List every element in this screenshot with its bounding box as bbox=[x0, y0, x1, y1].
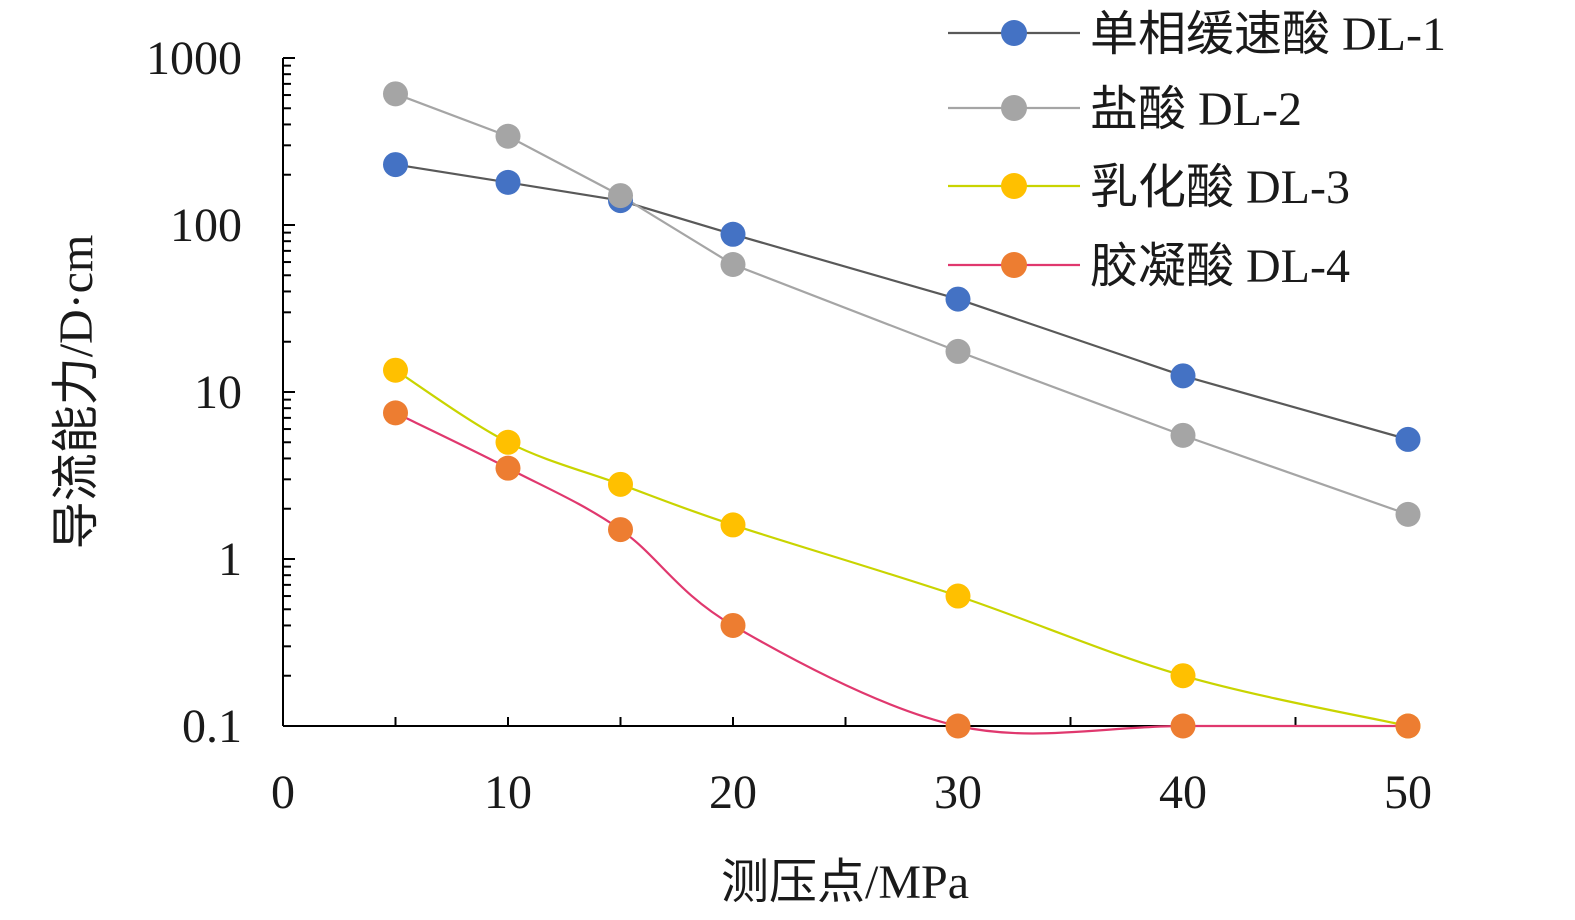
data-point-series-3 bbox=[945, 583, 971, 609]
data-point-series-2 bbox=[1170, 422, 1196, 448]
data-point-series-1 bbox=[1170, 363, 1196, 389]
y-tick-label: 100 bbox=[170, 199, 242, 252]
data-point-series-3 bbox=[608, 471, 633, 497]
x-tick-label: 10 bbox=[484, 766, 532, 819]
legend-label-3: 乳化酸 DL-3 bbox=[1090, 161, 1350, 214]
data-point-series-1 bbox=[1395, 426, 1421, 452]
data-point-series-3 bbox=[720, 512, 746, 538]
legend-marker-1 bbox=[1001, 20, 1027, 46]
y-minor-ticks bbox=[283, 57, 295, 727]
data-point-series-1 bbox=[720, 221, 746, 247]
data-point-series-2 bbox=[945, 338, 971, 364]
data-point-series-3 bbox=[495, 429, 521, 455]
series-line-2 bbox=[395, 92, 1409, 516]
x-tick-label: 30 bbox=[934, 766, 982, 819]
x-tick-label: 40 bbox=[1159, 766, 1207, 819]
y-tick-label: 0.1 bbox=[182, 700, 242, 753]
legend-marker-4 bbox=[1001, 252, 1027, 278]
legend-marker-2 bbox=[1001, 95, 1027, 121]
data-point-series-1 bbox=[945, 286, 971, 312]
legend-label-4: 胶凝酸 DL-4 bbox=[1090, 240, 1350, 293]
legend-marker-3 bbox=[1001, 173, 1027, 199]
data-point-series-4 bbox=[383, 400, 408, 426]
data-point-series-3 bbox=[383, 357, 408, 383]
series-points bbox=[383, 81, 1421, 739]
legend: 单相缓速酸 DL-1 盐酸 DL-2 乳化酸 DL-3 胶凝酸 DL-4 bbox=[948, 8, 1446, 293]
data-point-series-4 bbox=[945, 713, 971, 739]
data-point-series-4 bbox=[495, 455, 521, 481]
x-tick-label: 20 bbox=[709, 766, 757, 819]
x-tick-label: 50 bbox=[1384, 766, 1432, 819]
data-point-series-2 bbox=[1395, 501, 1421, 527]
data-point-series-2 bbox=[608, 183, 633, 209]
y-tick-labels: 0.1 1 10 100 1000 bbox=[146, 32, 242, 753]
data-point-series-1 bbox=[495, 169, 521, 195]
data-point-series-1 bbox=[383, 152, 408, 178]
data-point-series-4 bbox=[720, 612, 746, 638]
y-tick-label: 10 bbox=[194, 366, 242, 419]
x-tick-labels: 0 10 20 30 40 50 bbox=[271, 766, 1432, 819]
data-point-series-4 bbox=[608, 517, 633, 543]
data-point-series-4 bbox=[1170, 713, 1196, 739]
legend-label-1: 单相缓速酸 DL-1 bbox=[1090, 8, 1446, 61]
y-tick-label: 1 bbox=[218, 533, 242, 586]
data-point-series-2 bbox=[495, 123, 521, 149]
data-point-series-2 bbox=[383, 81, 408, 107]
data-point-series-3 bbox=[1170, 663, 1196, 689]
x-tick-label: 0 bbox=[271, 766, 295, 819]
series-line-3 bbox=[394, 369, 1409, 728]
data-point-series-2 bbox=[720, 252, 746, 278]
y-tick-label: 1000 bbox=[146, 32, 242, 85]
legend-label-2: 盐酸 DL-2 bbox=[1090, 83, 1302, 136]
x-axis-title: 测压点/MPa bbox=[721, 856, 969, 909]
x-ticks bbox=[394, 717, 1409, 726]
y-axis-title: 导流能力/D·cm bbox=[50, 235, 103, 550]
data-point-series-4 bbox=[1395, 713, 1421, 739]
